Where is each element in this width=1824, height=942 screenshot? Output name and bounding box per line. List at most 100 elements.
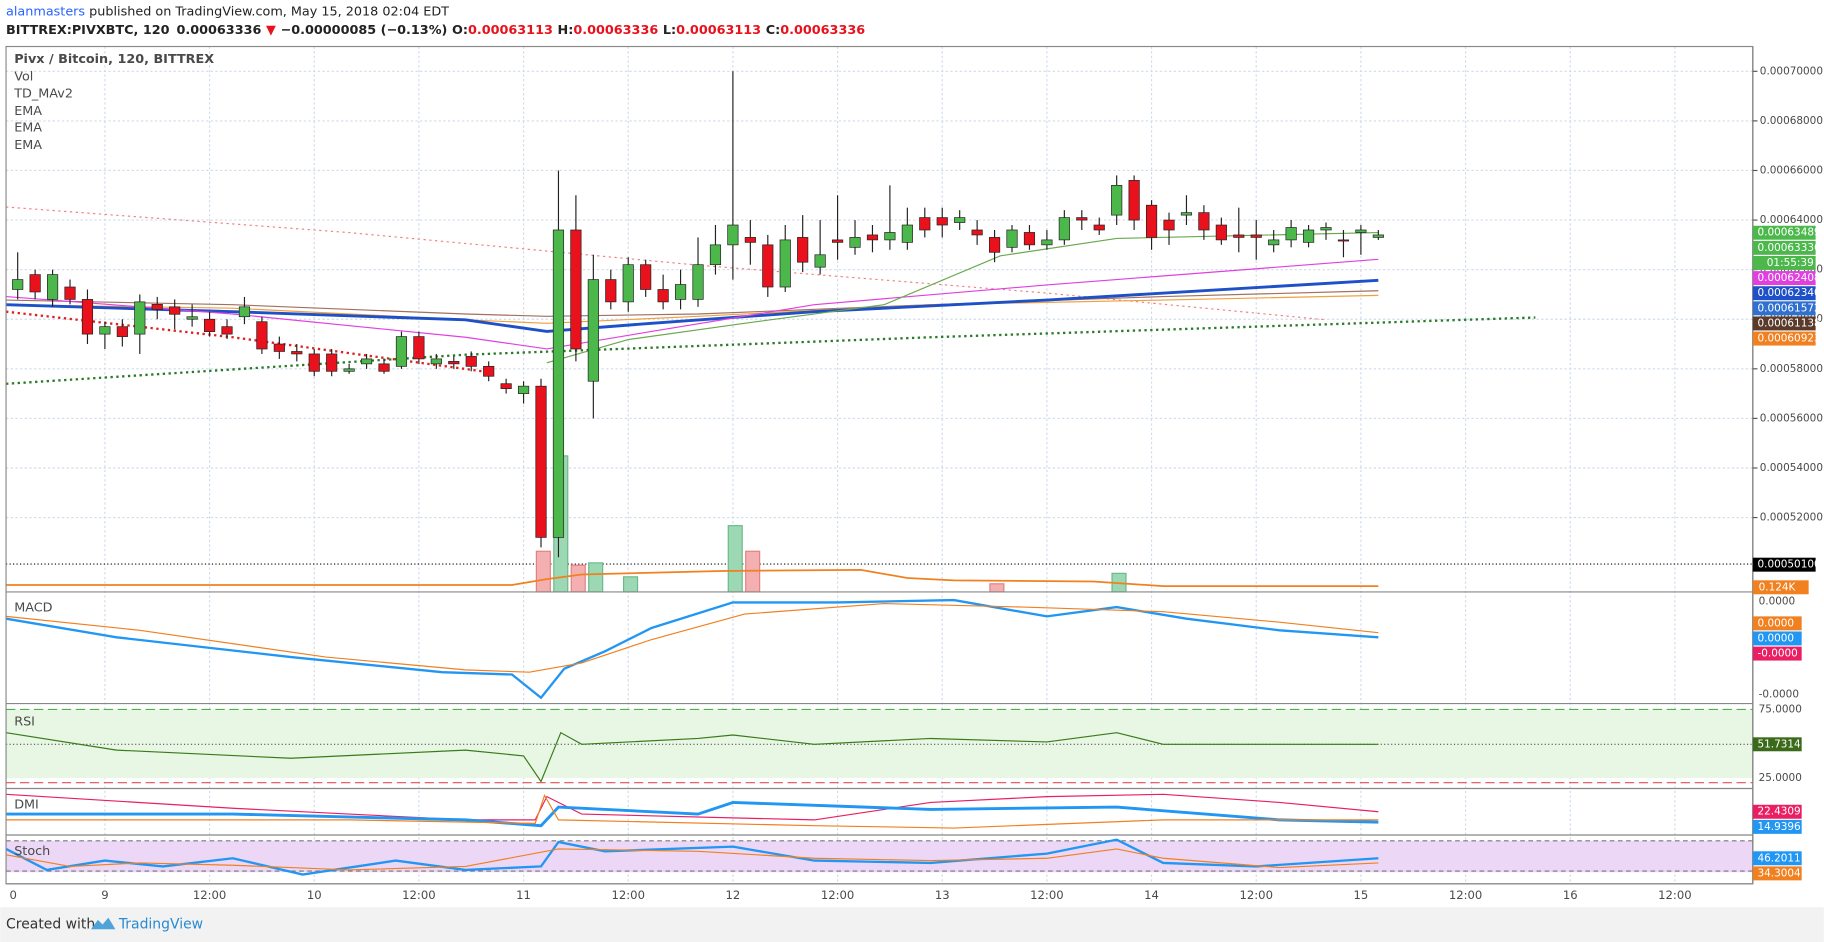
price-label: 0.00070000 <box>1760 65 1823 77</box>
candle-body <box>99 326 111 335</box>
label: H: <box>558 23 574 38</box>
candle-body <box>151 304 163 310</box>
indicator-tag: 51.7314 <box>1757 738 1801 750</box>
candle-body <box>1320 227 1332 231</box>
price-label: 0.00066000 <box>1760 164 1823 176</box>
candle-body <box>570 229 582 350</box>
candle-body <box>1023 232 1036 246</box>
pane-label: Stoch <box>14 844 50 859</box>
legend-item: EMA <box>14 138 42 153</box>
candle-body <box>1215 224 1227 241</box>
candle-body <box>1302 229 1315 243</box>
candle-body <box>203 318 216 332</box>
candle-body <box>1058 217 1070 241</box>
candle-body <box>988 237 1001 253</box>
candle-body <box>1198 212 1210 231</box>
footer-text: Created with <box>6 917 95 933</box>
candle-body <box>29 274 41 293</box>
ema <box>546 232 1379 364</box>
change: −0.00000085 (−0.13%) <box>281 23 448 38</box>
candle-body <box>919 217 931 231</box>
tradingview-logo <box>90 917 116 930</box>
candle-body <box>1041 239 1053 246</box>
ema <box>6 294 1379 324</box>
candle-body <box>1093 224 1105 231</box>
symbol-line: BITTREX:PIVXBTC, 120 0.00063336 ▼ −0.000000… <box>6 23 865 38</box>
candle-body <box>692 264 704 300</box>
indicator-tag-bg <box>1752 646 1802 661</box>
candle-body <box>483 365 495 377</box>
candle-body <box>1250 234 1262 238</box>
time-label: 12:00 <box>1240 888 1273 902</box>
price-axis: 0.00070000 0.00068000 0.00066000 0.00064000… <box>1752 65 1823 881</box>
volume-tag: 0.124K <box>1759 581 1797 593</box>
axis-label: 75.0000 <box>1759 703 1802 715</box>
indicator-tag: -0.0000 <box>1757 648 1797 660</box>
price-label: 0.00052000 <box>1760 512 1823 524</box>
candle-body <box>378 363 390 372</box>
legend-title: Pivx / Bitcoin, 120, BITTREX <box>14 52 214 67</box>
candle-body <box>360 358 373 365</box>
chart-frame <box>5 45 1754 885</box>
footer-brand[interactable]: TradingView <box>118 917 203 933</box>
arrow: ▼ <box>266 23 276 38</box>
last: 0.00063336 <box>176 23 261 38</box>
candle-body <box>552 229 565 538</box>
indicator-tag: 0.0000 <box>1757 617 1794 629</box>
indicator-tag-bg <box>1752 631 1802 646</box>
ema <box>6 278 1379 333</box>
candle-body <box>46 274 59 300</box>
candle-body <box>1372 234 1384 238</box>
candle-body <box>308 353 320 372</box>
value: 0.00063336 <box>573 23 658 38</box>
candles <box>12 71 1384 558</box>
price-tag-bg <box>1752 240 1816 255</box>
candle-body <box>1076 217 1088 221</box>
candle-body <box>1337 239 1350 242</box>
label: O: <box>452 23 468 38</box>
time-label: 14 <box>1144 888 1159 902</box>
time-label: 15 <box>1354 888 1369 902</box>
label: L: <box>663 23 676 38</box>
candle-body <box>134 301 146 335</box>
time-label: 12:00 <box>1449 888 1482 902</box>
indicator-tag-bg <box>1752 616 1802 631</box>
candle-body <box>186 316 198 320</box>
candle-body <box>238 306 251 318</box>
candle-body <box>116 326 128 337</box>
price-label: 0.00054000 <box>1760 462 1823 474</box>
candle-body <box>831 239 844 243</box>
overlays <box>5 206 1536 876</box>
candle-body <box>674 284 687 300</box>
indicator-tag-bg <box>1752 851 1802 866</box>
value: 0.00063113 <box>468 23 553 38</box>
price-tag: 0.00063489 <box>1757 227 1820 239</box>
ema <box>6 290 1379 317</box>
candle-body <box>884 232 896 241</box>
candle-body <box>430 358 442 365</box>
indicator-tag-bg <box>1752 737 1802 752</box>
indicator-tag: 46.2011 <box>1757 852 1800 864</box>
candle-body <box>465 356 477 367</box>
candle-body <box>291 351 303 355</box>
time-label: 12:00 <box>1658 888 1691 902</box>
indicator-tag: 0.0000 <box>1757 632 1794 644</box>
legend-item: EMA <box>14 120 42 135</box>
value: 0.00063336 <box>780 23 865 38</box>
indicator-tag-bg <box>1752 866 1802 881</box>
price-tag-bg <box>1752 316 1816 331</box>
candle-body <box>762 244 774 288</box>
candle-body <box>12 279 24 290</box>
candle-body <box>1145 204 1158 238</box>
pane-label: DMI <box>14 797 39 812</box>
candle-body <box>779 239 791 288</box>
time-label: 12 <box>726 888 741 902</box>
legend-item: Vol <box>14 69 33 84</box>
author[interactable]: alanmasters <box>6 4 85 19</box>
candle-body <box>622 264 634 303</box>
price-tag-bg <box>1752 331 1816 346</box>
time-label: 10 <box>307 888 322 902</box>
candle-body <box>605 279 617 303</box>
time-label: 11 <box>516 888 531 902</box>
